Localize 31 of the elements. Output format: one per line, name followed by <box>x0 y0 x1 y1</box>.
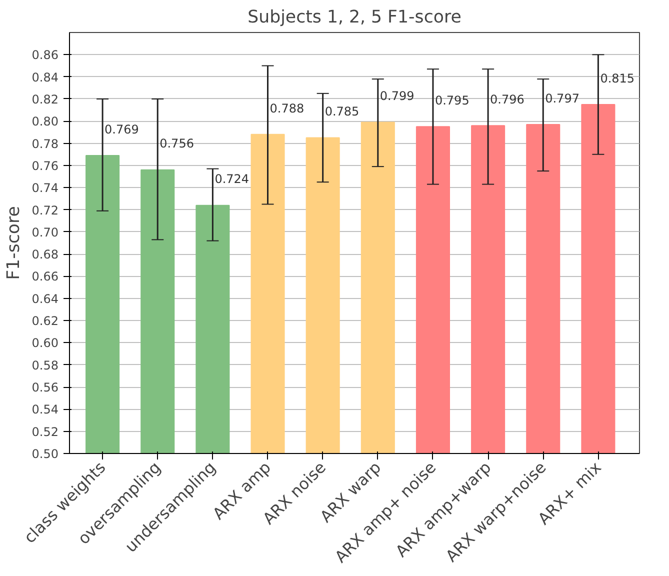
y-tick-label: 0.58 <box>32 358 58 372</box>
y-tick-label: 0.82 <box>32 92 58 106</box>
y-tick-label: 0.60 <box>32 336 58 350</box>
data-label: 0.724 <box>214 172 250 186</box>
data-label: 0.785 <box>324 104 360 119</box>
y-tick-label: 0.86 <box>32 48 58 62</box>
data-label: 0.756 <box>160 136 194 151</box>
y-tick-label: 0.70 <box>32 225 58 240</box>
data-label: 0.788 <box>270 101 304 116</box>
y-axis-title: F1-score <box>4 206 24 280</box>
y-tick-label: 0.56 <box>32 380 58 395</box>
y-tick-label: 0.50 <box>32 447 58 461</box>
y-tick-label: 0.54 <box>32 402 58 417</box>
data-label: 0.795 <box>434 94 470 108</box>
data-label: 0.799 <box>380 89 414 104</box>
y-tick-label: 0.72 <box>32 203 58 218</box>
y-tick-label: 0.80 <box>32 114 58 129</box>
data-label: 0.797 <box>545 91 580 106</box>
y-tick-label: 0.68 <box>32 248 58 262</box>
y-tick-label: 0.62 <box>32 314 58 328</box>
y-tick-label: 0.66 <box>32 270 58 284</box>
data-label: 0.815 <box>600 71 635 86</box>
data-label: 0.796 <box>490 92 524 106</box>
y-tick-label: 0.74 <box>32 181 58 196</box>
chart-title: Subjects 1, 2, 5 F1-score <box>248 8 462 28</box>
y-tick-label: 0.52 <box>32 424 58 439</box>
y-tick-label: 0.64 <box>32 292 58 306</box>
y-tick-label: 0.76 <box>32 158 58 173</box>
y-tick-label: 0.78 <box>32 136 58 151</box>
y-tick-label: 0.84 <box>32 70 58 84</box>
data-label: 0.769 <box>104 122 139 136</box>
